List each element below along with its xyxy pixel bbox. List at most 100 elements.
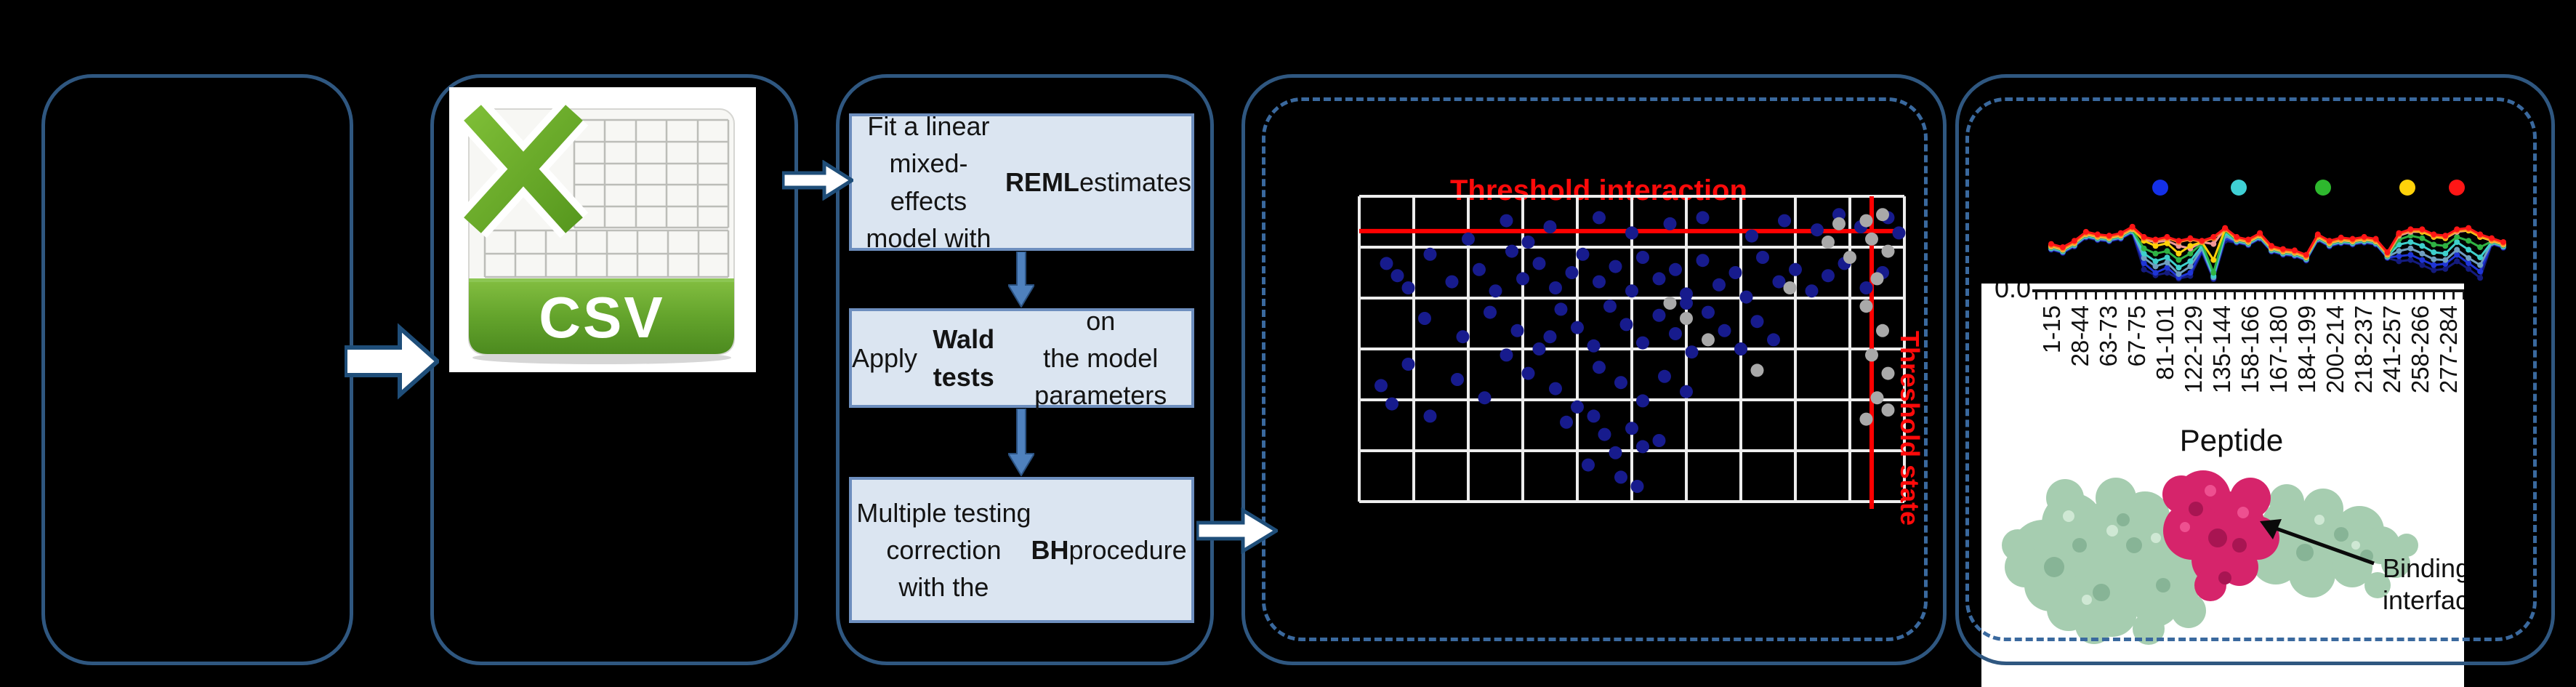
axis-tick [2234,292,2237,300]
threshold-interaction-label: Threshold interaction [1450,174,1747,206]
axis-tick [2353,292,2356,300]
scatter-point-significant-peptides [1587,339,1601,353]
scatter-point-non-significant-peptides [1702,333,1715,347]
scatter-point-significant-peptides [1728,266,1742,279]
axis-tick [2134,292,2137,300]
uptake-marker-red [2500,238,2506,245]
scatter-point-significant-peptides [1473,262,1486,276]
uptake-marker-turquoise [2442,250,2449,257]
scatter-point-significant-peptides [1680,287,1693,301]
scatter-point-non-significant-peptides [1881,244,1895,258]
uptake-marker-red [2454,226,2460,233]
scatter-point-non-significant-peptides [1663,297,1677,310]
uptake-marker-red [2442,233,2449,239]
connector-arrow-3 [1196,507,1278,554]
scatter-point-significant-peptides [1565,266,1579,279]
axis-tick [2055,292,2058,300]
flow-step-text: Fit a linear mixed- effects model with [866,111,991,253]
scatter-point-significant-peptides [1685,345,1699,359]
axis-tick [2313,292,2316,300]
panel-threshold-scatter [1241,74,1947,665]
scatter-point-significant-peptides [1805,284,1819,298]
scatter-point-non-significant-peptides [1680,312,1693,325]
scatter-point-significant-peptides [1543,330,1557,344]
scatter-point-significant-peptides [1451,373,1464,386]
axis-tick [2253,292,2256,300]
uptake-marker-turquoise [2466,246,2472,253]
protein-binding-highlights [2180,485,2249,532]
scatter-point-significant-peptides [1636,394,1649,408]
axis-tick [2303,292,2306,300]
scatter-point-significant-peptides [1500,348,1513,362]
scatter-point-significant-peptides [1576,247,1590,261]
scatter-point-significant-peptides [1772,275,1786,289]
flow-step-bold-text: BH [1031,534,1069,565]
scatter-point-non-significant-peptides [1859,300,1873,313]
axis-tick [2184,292,2187,300]
axis-tick [2204,292,2207,300]
scatter-point-non-significant-peptides [1750,363,1764,377]
uptake-marker-yellow [2187,243,2194,249]
scatter-point-significant-peptides [1636,440,1649,454]
uptake-marker-red [2222,225,2229,231]
scatter-point-non-significant-peptides [1822,236,1835,249]
uptake-marker-steelblue [2477,262,2484,268]
axis-tick [2125,292,2128,300]
uptake-marker-red [2199,238,2205,244]
flow-step-text: Apply [852,342,918,373]
uptake-marker-yellow [2152,243,2159,249]
protein-green-shading [2044,513,2373,601]
spreadsheet-grid [483,118,730,278]
uptake-marker-blue [2454,252,2460,258]
scatter-point-significant-peptides [1374,379,1388,393]
axis-tick [2343,292,2346,300]
uptake-marker-red [2431,231,2437,238]
uptake-marker-steelblue [2407,245,2414,252]
scatter-point-significant-peptides [1603,300,1617,313]
scatter-point-significant-peptides [1822,269,1835,283]
uptake-marker-red [2372,236,2379,242]
scatter-point-significant-peptides [1593,361,1606,374]
uptake-marker-steelblue [2175,270,2182,277]
uptake-marker-navy [2442,265,2449,272]
uptake-marker-blue [2431,262,2437,268]
scatter-point-significant-peptides [1832,208,1846,222]
scatter-point-non-significant-peptides [1859,214,1873,228]
deuterium-uptake-chart [2048,223,2506,282]
uptake-marker-green [2419,235,2426,241]
scatter-point-significant-peptides [1516,272,1529,286]
scatter-point-significant-peptides [1560,415,1573,429]
axis-tick [2104,292,2107,300]
scatter-point-significant-peptides [1593,211,1606,225]
scatter-point-significant-peptides [1636,336,1649,350]
scatter-point-significant-peptides [1712,278,1726,292]
axis-tick [2383,292,2386,300]
protein-green-highlights [2063,510,2360,605]
uptake-line-orange [2050,227,2504,257]
uptake-marker-red [2419,226,2426,233]
uptake-marker-navy [2466,265,2472,272]
panel-statistics-workflow [836,74,1214,665]
axis-tick [2045,292,2048,300]
uptake-marker-red [2303,252,2309,258]
uptake-marker-navy [2454,258,2460,265]
legend-dot-0 [2152,180,2168,196]
uptake-marker-blue [2419,257,2426,263]
scatter-point-significant-peptides [1609,260,1622,273]
scatter-point-significant-peptides [1702,305,1715,319]
axis-tick [2402,292,2405,300]
csv-band [469,278,734,354]
flow-step-text: on the model parameters [1034,305,1167,411]
flow-step-bold-text: Wald tests [933,324,995,392]
uptake-marker-green [2164,248,2170,254]
uptake-marker-turquoise [2164,254,2170,261]
uptake-marker-red [2048,241,2054,247]
axis-tick [2144,292,2147,300]
flow-step-bh-correction: Multiple testing correction with the BH … [849,477,1194,623]
axis-tick [2074,292,2077,300]
scatter-point-significant-peptides [1423,409,1437,423]
uptake-marker-green [2454,233,2460,240]
uptake-marker-red [2489,235,2495,241]
legend-dot-1 [2231,180,2247,196]
scatter-point-significant-peptides [1456,330,1470,344]
